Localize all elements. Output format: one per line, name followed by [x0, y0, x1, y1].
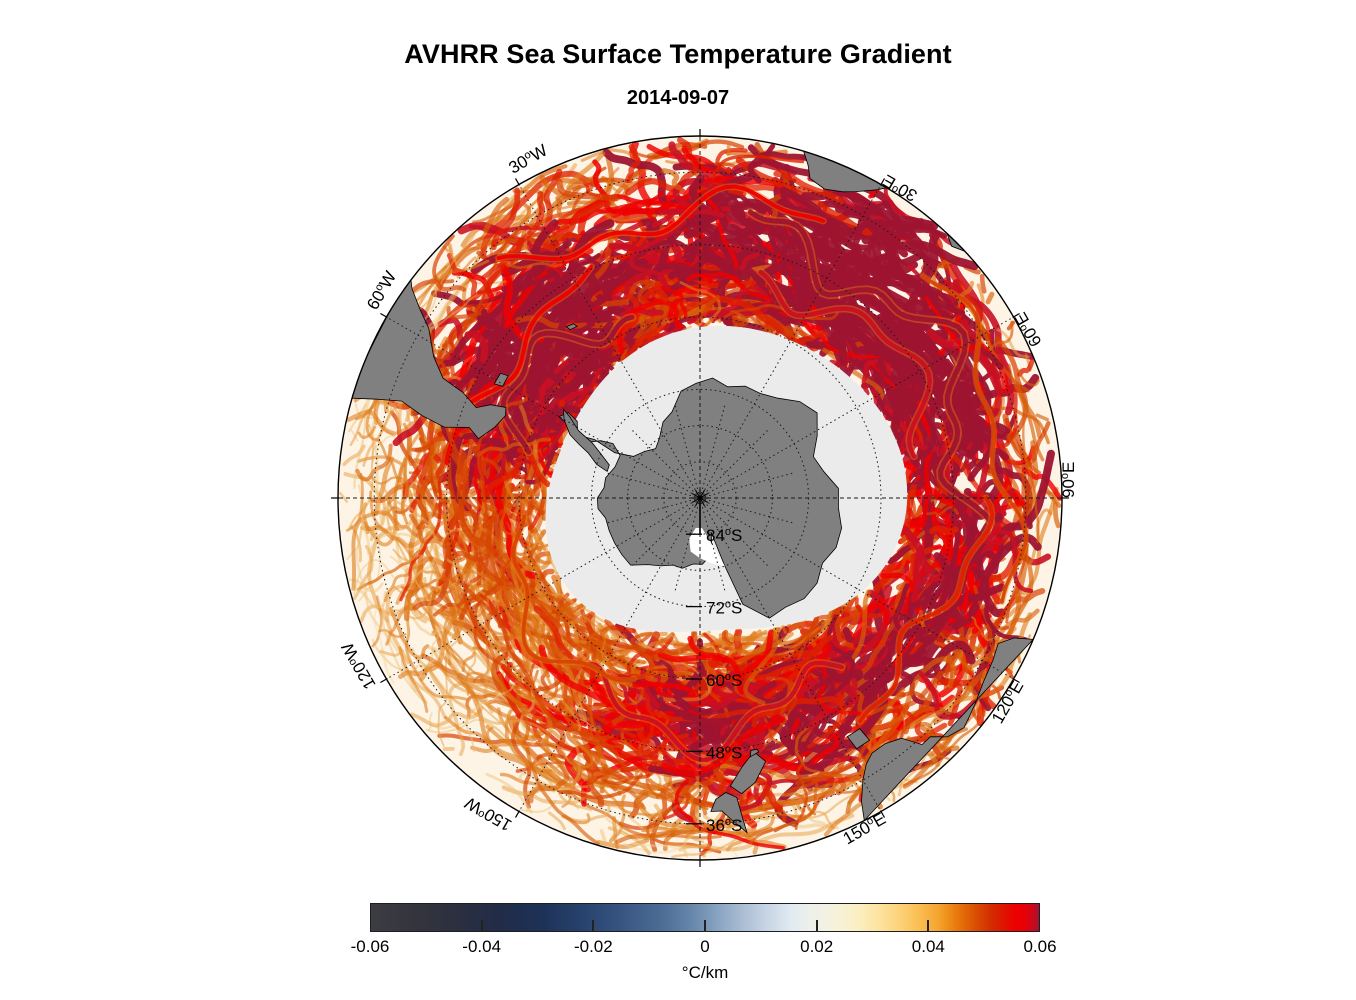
colorbar-tick-label: 0.04 — [911, 937, 945, 956]
polar-map-svg: 36oS48oS60oS72oS84oS0o30oE60oE90oE120oE1… — [331, 129, 1075, 867]
colorbar-unit-label: °C/km — [681, 963, 729, 982]
latitude-label: 84oS — [706, 526, 742, 545]
colorbar-tick-label: -0.06 — [350, 937, 390, 956]
polar-map: 36oS48oS60oS72oS84oS0o30oE60oE90oE120oE1… — [330, 128, 1075, 873]
latitude-label: 72oS — [706, 599, 742, 618]
title-block: AVHRR Sea Surface Temperature Gradient 2… — [0, 0, 1356, 109]
colorbar-tick — [927, 920, 930, 932]
colorbar-tick-label: -0.04 — [462, 937, 502, 956]
colorbar-tick-label: 0 — [700, 937, 710, 956]
colorbar-tick-label: 0.06 — [1023, 937, 1057, 956]
colorbar-tick-label: 0.02 — [800, 937, 834, 956]
colorbar-tick-label: -0.02 — [573, 937, 613, 956]
colorbar-tick — [815, 920, 818, 932]
colorbar-tick — [592, 920, 595, 932]
colorbar-tick — [704, 920, 706, 932]
colorbar: -0.06 -0.04 -0.02 0 0.02 0.04 0.06 °C/km — [351, 903, 1057, 993]
longitude-label: 90oE — [1059, 462, 1075, 498]
page-subtitle: 2014-09-07 — [626, 87, 730, 109]
page-title: AVHRR Sea Surface Temperature Gradient — [404, 39, 952, 69]
latitude-label: 36oS — [706, 816, 742, 835]
latitude-label: 48oS — [706, 743, 742, 762]
colorbar-tick — [480, 920, 483, 932]
latitude-label: 60oS — [706, 671, 742, 690]
